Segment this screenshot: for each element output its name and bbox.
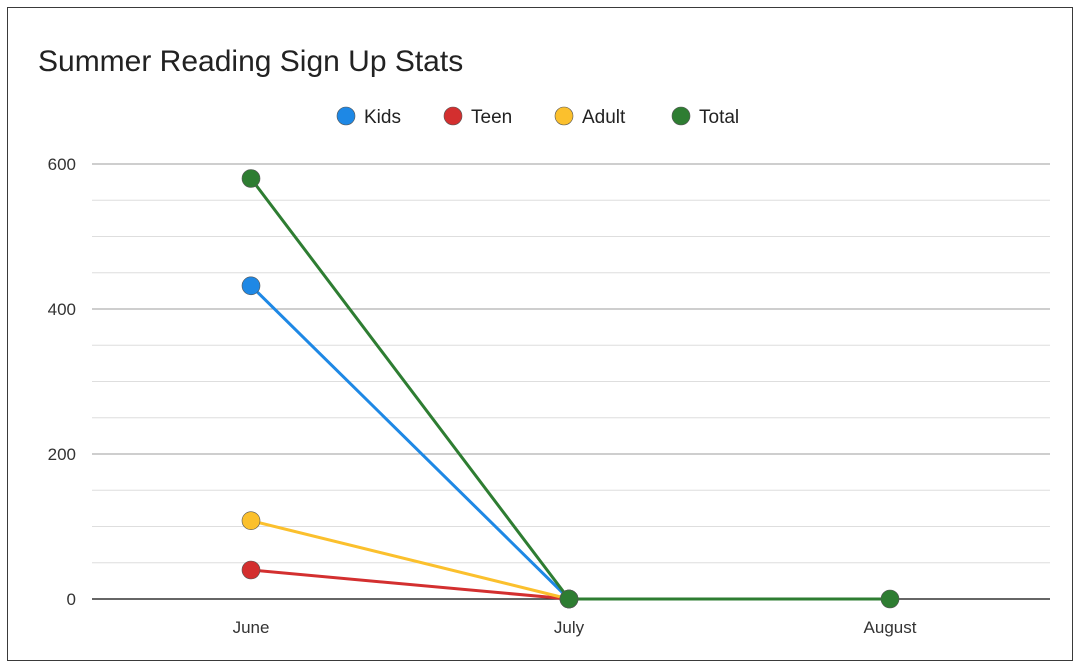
y-tick-label: 400 (48, 300, 76, 319)
chart-grid (92, 163, 1050, 564)
y-tick-label: 600 (48, 155, 76, 174)
legend-swatch (554, 106, 574, 126)
legend-label: Kids (364, 107, 401, 128)
data-point-adult (241, 511, 261, 531)
legend-label: Adult (582, 107, 626, 128)
y-tick-label: 0 (67, 590, 76, 609)
legend-item: Total (671, 106, 739, 128)
data-point-kids (241, 276, 261, 296)
y-axis: 0 200 400 600 (48, 155, 76, 609)
series-line-adult (250, 519, 570, 601)
y-tick-label: 200 (48, 445, 76, 464)
data-point-teen (241, 560, 261, 580)
chart-title: Summer Reading Sign Up Stats (38, 45, 463, 78)
x-tick-label: July (554, 618, 585, 637)
series-line-teen (250, 568, 570, 601)
legend-item: Adult (554, 106, 626, 128)
legend-item: Teen (443, 106, 512, 128)
x-tick-label: June (233, 618, 270, 637)
series-line-kids (249, 284, 571, 601)
chart-legend: Kids Teen Adult Total (336, 106, 739, 128)
data-point-total (559, 589, 579, 609)
chart-points (241, 169, 900, 609)
legend-swatch (336, 106, 356, 126)
x-tick-label: August (864, 618, 917, 637)
legend-label: Total (699, 107, 739, 128)
chart-frame (7, 7, 1073, 661)
legend-label: Teen (471, 107, 512, 128)
legend-swatch (443, 106, 463, 126)
series-line-total (249, 177, 890, 601)
chart-lines (249, 177, 890, 601)
legend-item: Kids (336, 106, 401, 128)
data-point-total (880, 589, 900, 609)
legend-swatch (671, 106, 691, 126)
data-point-total (241, 169, 261, 188)
